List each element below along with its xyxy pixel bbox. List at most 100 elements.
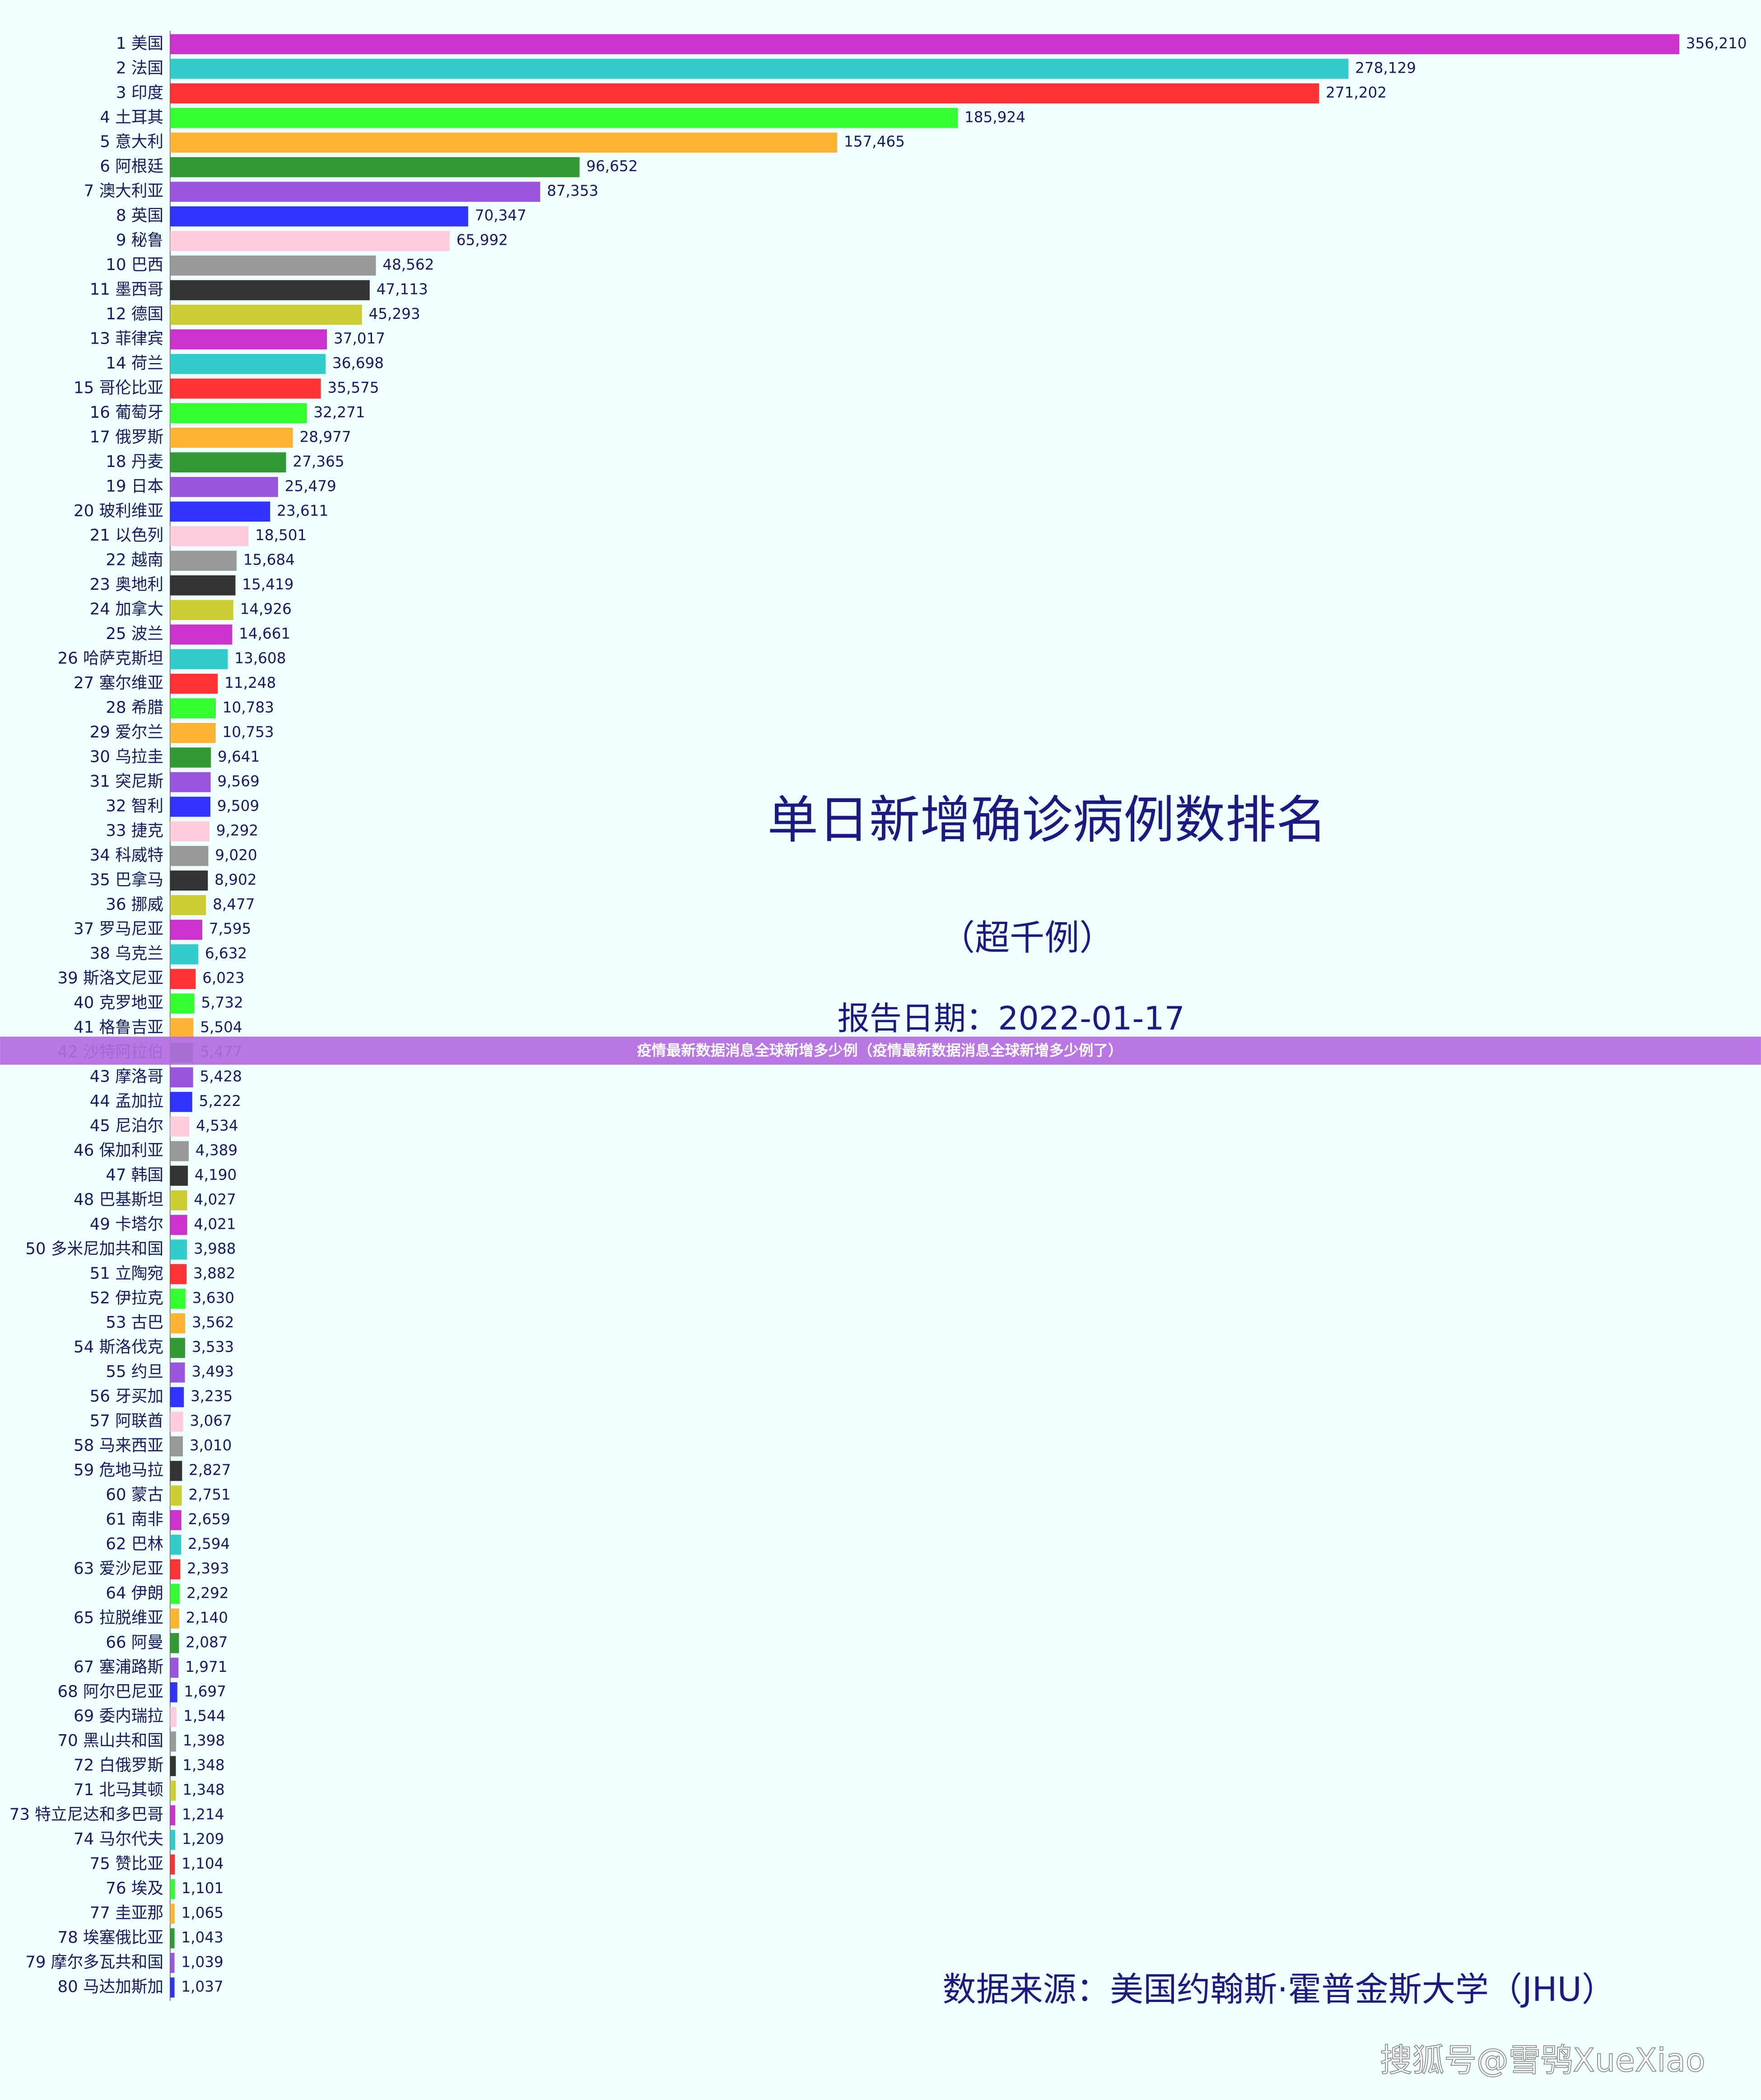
value-label: 3,988 <box>194 1240 236 1257</box>
value-label: 37,017 <box>334 330 385 347</box>
bar <box>170 870 208 891</box>
value-label: 356,210 <box>1686 35 1747 52</box>
y-tick-label: 65 拉脱维亚 <box>74 1609 163 1627</box>
y-tick-label: 23 奥地利 <box>90 575 163 594</box>
y-tick-label: 4 土耳其 <box>100 108 163 126</box>
value-label: 13,608 <box>234 650 286 667</box>
value-label: 4,389 <box>196 1142 238 1159</box>
value-label: 65,992 <box>457 232 508 249</box>
value-label: 9,020 <box>215 846 257 863</box>
value-label: 1,065 <box>182 1904 224 1921</box>
value-label: 45,293 <box>369 305 420 322</box>
bar <box>170 182 540 202</box>
bar <box>170 1682 177 1703</box>
bar <box>170 477 278 497</box>
value-label: 4,534 <box>196 1117 238 1134</box>
bar <box>170 1239 187 1260</box>
y-tick-label: 34 科威特 <box>90 846 163 864</box>
bar <box>170 1608 179 1629</box>
y-tick-label: 31 突尼斯 <box>90 772 163 791</box>
bar <box>170 354 326 374</box>
value-label: 18,501 <box>255 527 307 544</box>
y-tick-label: 74 马尔代夫 <box>74 1830 163 1848</box>
bar <box>170 231 450 251</box>
value-label: 3,010 <box>190 1437 232 1454</box>
y-tick-label: 78 埃塞俄比亚 <box>57 1928 163 1947</box>
y-tick-label: 10 巴西 <box>106 256 163 274</box>
bar <box>170 649 228 669</box>
y-tick-label: 21 以色列 <box>90 526 163 545</box>
y-tick-label: 22 越南 <box>106 551 163 569</box>
value-label: 3,562 <box>192 1314 234 1331</box>
y-tick-label: 66 阿曼 <box>106 1633 163 1652</box>
bar <box>170 551 237 571</box>
value-label: 10,783 <box>223 699 274 716</box>
value-label: 15,419 <box>242 576 294 593</box>
y-tick-label: 33 捷克 <box>106 821 163 840</box>
y-tick-label: 44 孟加拉 <box>90 1092 163 1111</box>
y-tick-label: 79 摩尔多瓦共和国 <box>25 1953 163 1971</box>
bar <box>170 403 307 424</box>
y-tick-label: 59 危地马拉 <box>74 1461 163 1479</box>
y-tick-label: 15 哥伦比亚 <box>74 378 163 397</box>
chart-subtitle: （超千例） <box>940 918 1114 958</box>
y-tick-label: 16 葡萄牙 <box>90 403 163 422</box>
y-tick-label: 70 黑山共和国 <box>57 1731 163 1750</box>
bar <box>170 1362 185 1383</box>
bar <box>170 1288 186 1309</box>
bar <box>170 797 210 817</box>
y-tick-label: 13 菲律宾 <box>90 329 163 348</box>
y-tick-label: 50 多米尼加共和国 <box>25 1240 163 1258</box>
value-label: 27,365 <box>293 453 344 470</box>
y-tick-label: 46 保加利亚 <box>74 1141 163 1160</box>
bar <box>170 280 370 300</box>
value-label: 2,594 <box>188 1535 230 1552</box>
value-label: 157,465 <box>844 133 905 150</box>
bar <box>170 255 376 276</box>
bar <box>170 1338 185 1358</box>
report-date: 报告日期：2022-01-17 <box>837 999 1184 1037</box>
y-tick-label: 14 荷兰 <box>106 354 163 373</box>
bar <box>170 1879 175 1899</box>
bar <box>170 1780 176 1801</box>
y-tick-label: 36 挪威 <box>106 895 163 914</box>
y-tick-label: 11 墨西哥 <box>90 280 163 299</box>
bar <box>170 501 270 522</box>
chart-title: 单日新增确诊病例数排名 <box>767 790 1327 850</box>
y-tick-label: 55 约旦 <box>106 1363 163 1381</box>
bar <box>170 526 249 546</box>
y-tick-label: 43 摩洛哥 <box>90 1068 163 1086</box>
y-tick-label: 67 塞浦路斯 <box>74 1658 163 1676</box>
bar <box>170 919 203 940</box>
y-tick-label: 71 北马其顿 <box>74 1781 163 1799</box>
y-tick-label: 1 美国 <box>116 34 163 53</box>
y-tick-label: 64 伊朗 <box>106 1584 163 1602</box>
bar <box>170 378 321 399</box>
bar <box>170 1092 192 1112</box>
bar <box>170 1953 175 1973</box>
value-label: 1,348 <box>182 1757 224 1774</box>
value-label: 4,027 <box>194 1191 236 1208</box>
value-label: 9,292 <box>216 822 258 839</box>
bar <box>170 1485 182 1506</box>
value-label: 2,292 <box>186 1584 228 1601</box>
value-label: 185,924 <box>964 108 1025 126</box>
value-label: 96,652 <box>586 158 638 175</box>
y-tick-label: 62 巴林 <box>106 1535 163 1553</box>
y-tick-label: 20 玻利维亚 <box>74 502 163 520</box>
value-label: 2,087 <box>186 1633 228 1651</box>
bar <box>170 428 293 448</box>
bar <box>170 1461 182 1481</box>
y-tick-label: 80 马达加斯加 <box>57 1978 163 1996</box>
value-label: 6,632 <box>205 945 247 962</box>
bar <box>170 1166 188 1186</box>
y-tick-label: 53 古巴 <box>106 1313 163 1332</box>
value-label: 2,827 <box>189 1461 231 1479</box>
y-tick-label: 72 白俄罗斯 <box>74 1756 163 1775</box>
bar <box>170 329 327 350</box>
banner[interactable]: 疫情最新数据消息全球新增多少例（疫情最新数据消息全球新增多少例了） <box>637 1042 1123 1059</box>
y-tick-label: 75 赞比亚 <box>90 1855 163 1873</box>
y-tick-label: 35 巴拿马 <box>90 871 163 889</box>
bar <box>170 1756 176 1776</box>
